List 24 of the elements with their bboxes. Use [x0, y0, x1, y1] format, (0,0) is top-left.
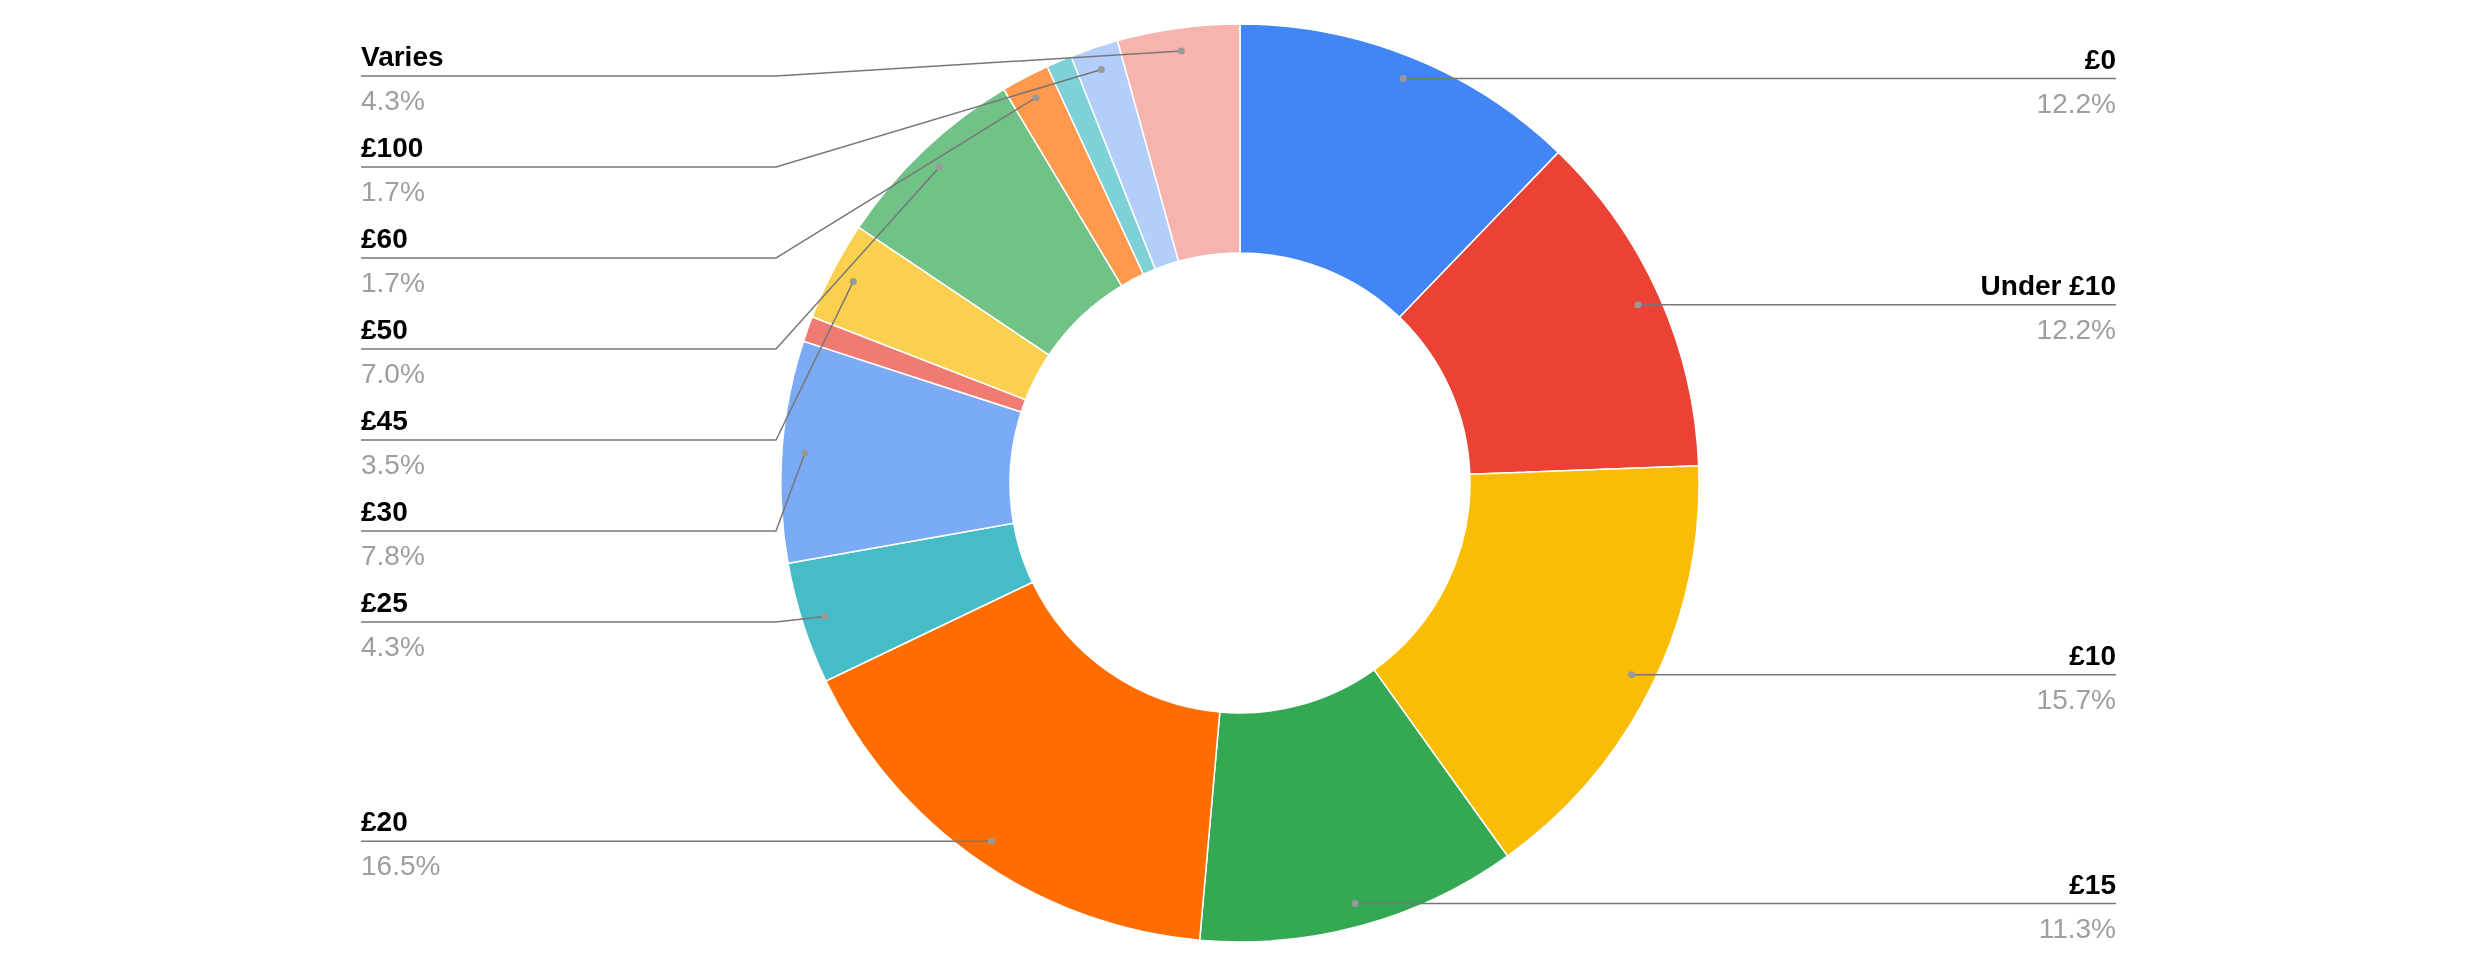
- data-label: 4.3%: [361, 85, 425, 116]
- slice-label: £60: [361, 223, 408, 254]
- slice-label: £10: [2069, 639, 2116, 671]
- data-label: 1.7%: [361, 267, 425, 298]
- slice-label: £30: [361, 496, 408, 527]
- slice-label: £50: [361, 314, 408, 345]
- slice-label: £25: [361, 587, 408, 618]
- data-label: 3.5%: [361, 449, 425, 480]
- data-label: 7.0%: [361, 358, 425, 389]
- data-label: 12.2%: [2036, 313, 2116, 345]
- data-label: 12.2%: [2036, 87, 2116, 119]
- slice-label: £15: [2069, 868, 2116, 900]
- data-label: 16.5%: [361, 850, 441, 882]
- data-label: 7.8%: [361, 540, 425, 571]
- slice-label: Under £10: [1980, 269, 2116, 301]
- slice-label: £20: [361, 806, 408, 838]
- slice-label: £0: [2084, 43, 2116, 75]
- data-label: 4.3%: [361, 631, 425, 662]
- data-label: 11.3%: [2038, 912, 2116, 944]
- slice-label: £100: [361, 132, 424, 163]
- data-label: 1.7%: [361, 176, 425, 207]
- slice-label: Varies: [361, 41, 444, 72]
- slice-label: £45: [361, 405, 408, 436]
- data-label: 15.7%: [2036, 683, 2116, 715]
